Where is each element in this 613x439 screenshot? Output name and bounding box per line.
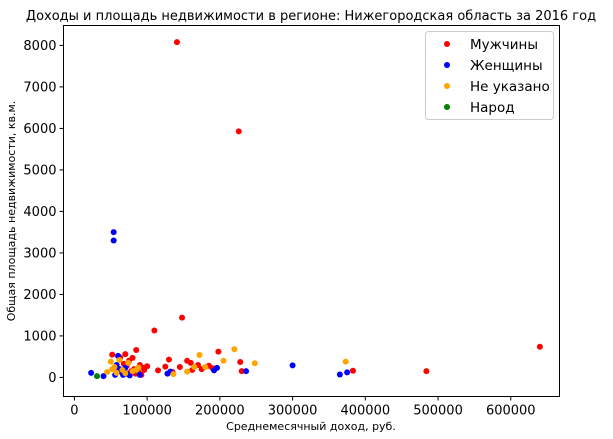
data-points [88, 39, 543, 380]
y-axis-title: Общая площадь недвижимости, кв.м. [5, 101, 18, 322]
data-point-series-0 [235, 128, 242, 135]
data-point-series-1 [88, 369, 95, 376]
y-tick-label: 2000 [23, 288, 56, 303]
legend-marker-1 [444, 62, 450, 68]
data-point-series-0 [187, 359, 194, 366]
data-point-series-0 [155, 367, 162, 374]
data-point-series-1 [213, 364, 220, 371]
data-point-series-0 [109, 351, 116, 358]
data-point-series-1 [100, 373, 107, 380]
y-axis: 0 1000 2000 3000 4000 5000 6000 7000 8000 [23, 39, 64, 386]
data-point-series-2 [220, 357, 227, 364]
data-point-series-0 [536, 343, 543, 350]
legend-label-2: Не указано [470, 79, 550, 95]
x-tick-label: 100000 [122, 404, 172, 419]
data-point-series-0 [237, 359, 244, 366]
x-tick-label: 200000 [195, 404, 245, 419]
data-point-series-2 [116, 356, 123, 363]
data-point-series-2 [202, 364, 209, 371]
legend-label-3: Народ [470, 100, 515, 116]
data-point-series-1 [136, 371, 143, 378]
data-point-series-1 [336, 371, 343, 378]
legend-label-0: Мужчины [470, 37, 538, 53]
legend-marker-0 [444, 41, 450, 47]
data-point-series-0 [423, 368, 430, 375]
data-point-series-0 [162, 363, 169, 370]
data-point-series-0 [141, 366, 148, 373]
data-point-series-0 [151, 327, 158, 334]
y-tick-label: 3000 [23, 246, 56, 261]
legend-box [425, 31, 554, 120]
legend-marker-2 [444, 83, 450, 89]
data-point-series-3 [93, 373, 100, 380]
data-point-series-0 [176, 364, 183, 371]
data-point-series-1 [110, 237, 117, 244]
data-point-series-0 [173, 39, 180, 46]
data-point-series-2 [111, 364, 118, 371]
legend-marker-3 [444, 104, 450, 110]
data-point-series-2 [113, 369, 120, 376]
x-axis-title: Среднемесячный доход, руб. [226, 420, 396, 433]
y-tick-label: 5000 [23, 163, 56, 178]
x-tick-label: 0 [70, 404, 78, 419]
data-point-series-0 [179, 314, 186, 321]
y-tick-label: 0 [48, 371, 56, 386]
data-point-series-2 [170, 371, 177, 378]
data-point-series-0 [129, 354, 136, 361]
y-tick-label: 4000 [23, 205, 56, 220]
data-point-series-2 [107, 358, 114, 365]
x-tick-label: 300000 [268, 404, 318, 419]
data-point-series-2 [104, 369, 111, 376]
data-point-series-2 [251, 360, 258, 367]
data-point-series-2 [342, 358, 349, 365]
y-tick-label: 8000 [23, 39, 56, 54]
data-point-series-1 [344, 369, 351, 376]
x-axis: 0 100000 200000 300000 400000 500000 600000 [70, 396, 536, 419]
data-point-series-1 [110, 229, 117, 236]
legend: Мужчины Женщины Не указано Народ [425, 31, 554, 120]
data-point-series-0 [349, 367, 356, 374]
y-tick-label: 7000 [23, 80, 56, 95]
legend-label-1: Женщины [470, 58, 543, 74]
y-tick-label: 1000 [23, 329, 56, 344]
data-point-series-2 [125, 359, 132, 366]
data-point-series-1 [289, 362, 296, 369]
chart-title: Доходы и площадь недвижимости в регионе:… [26, 9, 596, 24]
data-point-series-0 [215, 348, 222, 355]
data-point-series-2 [231, 346, 238, 353]
data-point-series-0 [165, 356, 172, 363]
data-point-series-2 [184, 368, 191, 375]
x-tick-label: 600000 [486, 404, 536, 419]
y-tick-label: 6000 [23, 122, 56, 137]
data-point-series-1 [243, 368, 250, 375]
data-point-series-2 [135, 364, 142, 371]
x-tick-label: 500000 [413, 404, 463, 419]
data-point-series-2 [196, 352, 203, 359]
data-point-series-2 [191, 364, 198, 371]
data-point-series-2 [122, 370, 129, 377]
x-tick-label: 400000 [340, 404, 390, 419]
data-point-series-0 [238, 368, 245, 375]
data-point-series-0 [133, 347, 140, 354]
data-point-series-0 [122, 351, 129, 358]
